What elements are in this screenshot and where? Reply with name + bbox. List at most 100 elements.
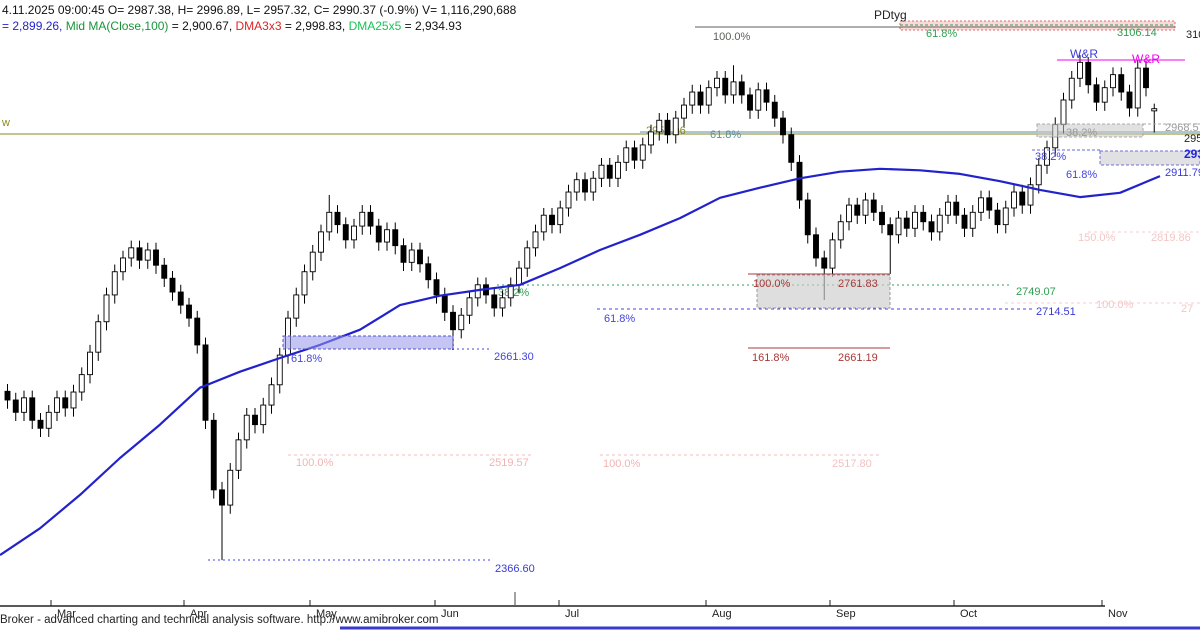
candle-down — [796, 161, 803, 201]
amibroker-credit-text: Broker - advanced charting and technical… — [0, 614, 439, 626]
candle-up — [895, 217, 902, 236]
under-labels-layer: w2959.0638.2% — [1, 117, 686, 299]
candle-down — [491, 294, 498, 309]
candle-down — [582, 179, 588, 193]
candle-down — [854, 204, 861, 216]
x-axis-month-label: Oct — [960, 608, 977, 620]
level-label: 38.2% — [1066, 127, 1097, 139]
candle-up — [978, 197, 984, 213]
level-label: 2661.30 — [494, 351, 534, 363]
candle-up — [144, 249, 151, 261]
candle-up — [1035, 164, 1042, 186]
candle-down — [961, 214, 968, 229]
candle-down — [441, 294, 448, 313]
candle-up — [45, 411, 52, 429]
candle-down — [186, 304, 192, 319]
candle-up — [260, 404, 267, 426]
candle-down — [631, 147, 638, 161]
candle-down — [788, 134, 795, 163]
candle-down — [994, 209, 1001, 226]
candle-down — [12, 399, 19, 413]
candle-up — [384, 229, 390, 243]
indicator-value-segment: Mid MA(Close,100) — [65, 19, 169, 33]
candle-down — [37, 419, 44, 429]
level-label: 150.0% — [1078, 232, 1116, 244]
candle-down — [202, 344, 209, 421]
candle-down — [136, 247, 143, 261]
x-axis-month-label: Mar — [57, 608, 76, 620]
candle-up — [557, 207, 564, 226]
candle-down — [252, 414, 258, 426]
candle-down — [4, 390, 11, 401]
candle-up — [408, 249, 415, 263]
candle-down — [177, 291, 184, 306]
level-label: 295 — [1184, 133, 1200, 145]
level-label: PDtyg — [874, 8, 907, 22]
candle-up — [1011, 191, 1017, 209]
candle-down — [153, 249, 159, 266]
candle-up — [70, 391, 77, 409]
ma100-line — [0, 167, 1161, 557]
level-label: 27 — [1181, 303, 1193, 315]
candle-up — [458, 314, 465, 331]
candle-down — [887, 224, 894, 236]
candle-up — [301, 271, 308, 296]
candle-up — [598, 164, 605, 179]
candle-down — [425, 263, 432, 281]
candle-down — [879, 211, 885, 226]
candle-up — [235, 439, 242, 471]
candle-up — [293, 294, 300, 319]
candle-up — [714, 77, 720, 89]
level-label: 2819.86 — [1151, 232, 1191, 244]
ma100-line-layer — [0, 167, 1161, 557]
candle-up — [103, 294, 110, 323]
level-label: 2661.19 — [838, 352, 878, 364]
fib-cluster-zone-mid — [756, 274, 891, 309]
candle-down — [771, 101, 778, 119]
level-label: 2517.80 — [832, 458, 872, 470]
candle-down — [400, 245, 407, 263]
candle-down — [29, 397, 36, 421]
x-axis-month-label: Jun — [441, 608, 459, 620]
candle-down — [375, 225, 382, 243]
candle-up — [623, 147, 630, 163]
candle-up — [359, 211, 366, 227]
candle-down — [219, 489, 225, 506]
candle-up — [507, 284, 514, 299]
candle-down — [903, 217, 910, 229]
candle-down — [334, 211, 341, 226]
level-label: 2911.79 — [1165, 167, 1200, 179]
candle-down — [342, 224, 349, 241]
level-label: 61.8% — [604, 313, 635, 325]
candle-up — [243, 414, 250, 441]
candle-down — [920, 211, 927, 223]
candle-up — [532, 231, 539, 249]
candle-up — [936, 214, 943, 233]
candle-up — [705, 87, 712, 106]
candle-up — [540, 214, 547, 233]
candle-down — [161, 264, 168, 279]
candle-up — [648, 131, 654, 146]
candle-up — [326, 211, 333, 233]
candle-up — [318, 231, 324, 253]
candle-up — [969, 211, 976, 229]
candle-up — [590, 177, 597, 193]
x-axis-month-label: May — [316, 608, 337, 620]
candle-down — [697, 91, 704, 106]
candle-down — [870, 199, 877, 213]
gray-zone-right-upper — [1036, 123, 1144, 138]
level-label: 2519.57 — [489, 457, 529, 469]
candle-up — [846, 204, 852, 223]
candle-up — [1027, 184, 1034, 206]
candle-up — [466, 297, 473, 316]
candle-down — [813, 234, 819, 259]
level-label: 38.2% — [498, 287, 529, 299]
candle-down — [780, 117, 786, 136]
candle-up — [268, 384, 275, 406]
candle-up — [95, 321, 102, 353]
candle-up — [524, 247, 531, 269]
indicator-value-segment: = 2,998.83, — [281, 19, 349, 33]
candle-up — [681, 104, 687, 119]
